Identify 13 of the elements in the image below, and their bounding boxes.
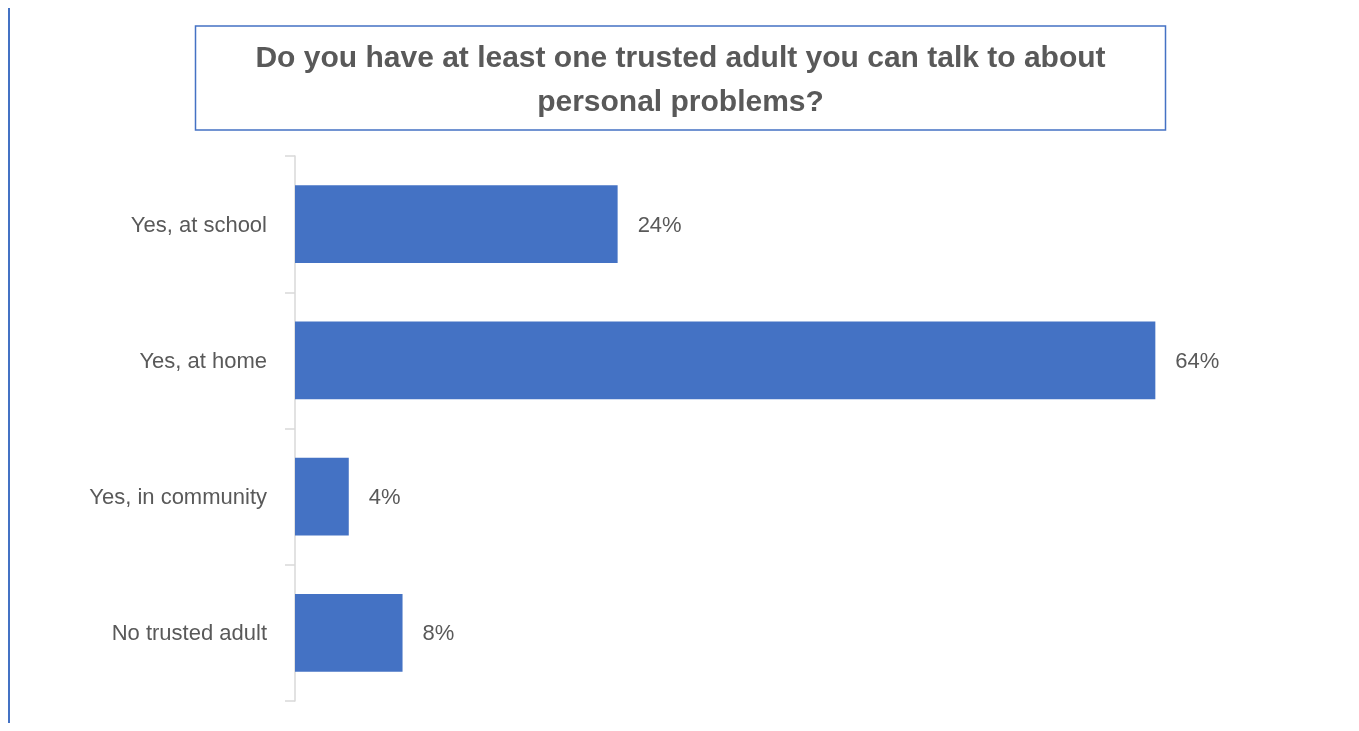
bar [295, 457, 349, 536]
y-tick-label: Yes, at home [139, 347, 267, 373]
data-label: 64% [1175, 347, 1220, 373]
data-label: 24% [637, 211, 682, 237]
data-label: 8% [422, 620, 455, 646]
y-tick-label: Yes, at school [130, 211, 267, 237]
bar [295, 185, 618, 263]
y-tick-label: Yes, in community [89, 484, 267, 510]
bar [295, 594, 403, 672]
y-tick-label: No trusted adult [111, 620, 267, 646]
chart-title: Do you have at least one trusted adult you can talk to about personal problems? [255, 39, 1106, 117]
data-label: 4% [368, 484, 401, 510]
bar [295, 321, 1156, 400]
